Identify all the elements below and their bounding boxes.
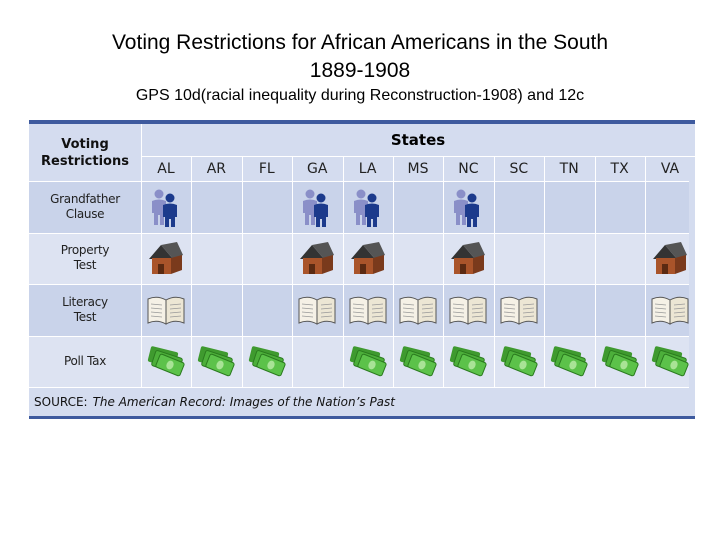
state-header-va: VA xyxy=(660,160,680,177)
grid-line-horizontal xyxy=(29,181,689,182)
book-icon xyxy=(645,284,695,336)
row-label-line2: Clause xyxy=(65,206,105,221)
source-line: SOURCE: The American Record: Images of t… xyxy=(29,387,689,416)
house-icon xyxy=(292,233,342,285)
row-label-line1: Poll Tax xyxy=(63,353,107,368)
grid-line-vertical xyxy=(141,156,142,387)
book-icon xyxy=(292,284,342,336)
people-icon xyxy=(443,181,493,233)
page-subtitle: GPS 10d(racial inequality during Reconst… xyxy=(135,87,585,104)
state-header-tx: TX xyxy=(610,160,629,177)
row-label: Property Test xyxy=(29,233,141,285)
corner-label-line1: Voting xyxy=(61,136,109,152)
house-icon xyxy=(645,233,695,285)
source-title: The American Record: Images of the Natio… xyxy=(92,394,395,409)
book-icon xyxy=(494,284,544,336)
money-icon xyxy=(443,336,493,388)
grid-line-vertical xyxy=(292,156,294,387)
grid-line-vertical xyxy=(393,156,394,387)
grid-line-horizontal xyxy=(29,387,689,388)
state-header-tn: TN xyxy=(559,160,579,177)
money-icon xyxy=(191,336,241,388)
states-header: States xyxy=(141,124,695,156)
money-icon xyxy=(343,336,393,388)
house-icon xyxy=(141,233,191,285)
row-label-line2: Test xyxy=(73,258,97,273)
grid-line-horizontal xyxy=(29,284,689,285)
money-icon xyxy=(242,336,292,388)
grid-line-horizontal xyxy=(29,335,689,337)
house-icon xyxy=(343,233,393,285)
people-icon xyxy=(343,181,393,233)
state-header-la: LA xyxy=(358,160,377,177)
grid-line-vertical xyxy=(645,156,646,387)
grid-line-vertical xyxy=(141,124,142,156)
grid-line-vertical xyxy=(493,156,495,387)
money-icon xyxy=(393,336,443,388)
money-icon xyxy=(494,336,544,388)
row-label-line1: Property xyxy=(60,243,110,258)
state-header-fl: FL xyxy=(258,160,275,177)
grid-line-vertical xyxy=(443,156,445,387)
page-title-line2: 1889-1908 xyxy=(309,59,411,82)
source-label: SOURCE: xyxy=(34,394,88,409)
grid-line-horizontal xyxy=(141,156,696,157)
row-label: Poll Tax xyxy=(29,336,141,388)
state-header-sc: SC xyxy=(509,160,529,177)
money-icon xyxy=(595,336,645,388)
grid-line-vertical xyxy=(594,156,596,387)
grid-line-vertical xyxy=(191,156,193,387)
row-label: Grandfather Clause xyxy=(29,181,141,233)
row-label: Literacy Test xyxy=(29,284,141,336)
book-icon xyxy=(443,284,493,336)
state-header-ms: MS xyxy=(407,160,429,177)
state-header-ga: GA xyxy=(306,160,328,177)
grid-line-vertical xyxy=(695,156,697,387)
grid-line-vertical xyxy=(241,156,243,387)
money-icon xyxy=(141,336,191,388)
state-header-ar: AR xyxy=(206,160,227,177)
state-header-nc: NC xyxy=(458,160,479,177)
money-icon xyxy=(544,336,594,388)
row-label-line1: Grandfather xyxy=(50,191,120,206)
grid-line-vertical xyxy=(342,156,344,387)
house-icon xyxy=(443,233,493,285)
grid-line-horizontal xyxy=(29,232,689,234)
book-icon xyxy=(393,284,443,336)
page-title: Voting Restrictions for African American… xyxy=(0,29,720,85)
corner-label: Voting Restrictions xyxy=(29,124,141,181)
money-icon xyxy=(645,336,695,388)
book-icon xyxy=(141,284,191,336)
voting-restrictions-table: Voting Restrictions States SOURCE: The A… xyxy=(29,120,697,419)
page-title-line1: Voting Restrictions for African American… xyxy=(111,31,609,54)
people-icon xyxy=(292,181,342,233)
people-icon xyxy=(141,181,191,233)
state-header-al: AL xyxy=(157,160,175,177)
row-label-line1: Literacy xyxy=(62,294,108,309)
corner-label-line2: Restrictions xyxy=(41,153,129,169)
row-label-line2: Test xyxy=(73,309,97,324)
grid-line-vertical xyxy=(544,156,546,387)
book-icon xyxy=(343,284,393,336)
